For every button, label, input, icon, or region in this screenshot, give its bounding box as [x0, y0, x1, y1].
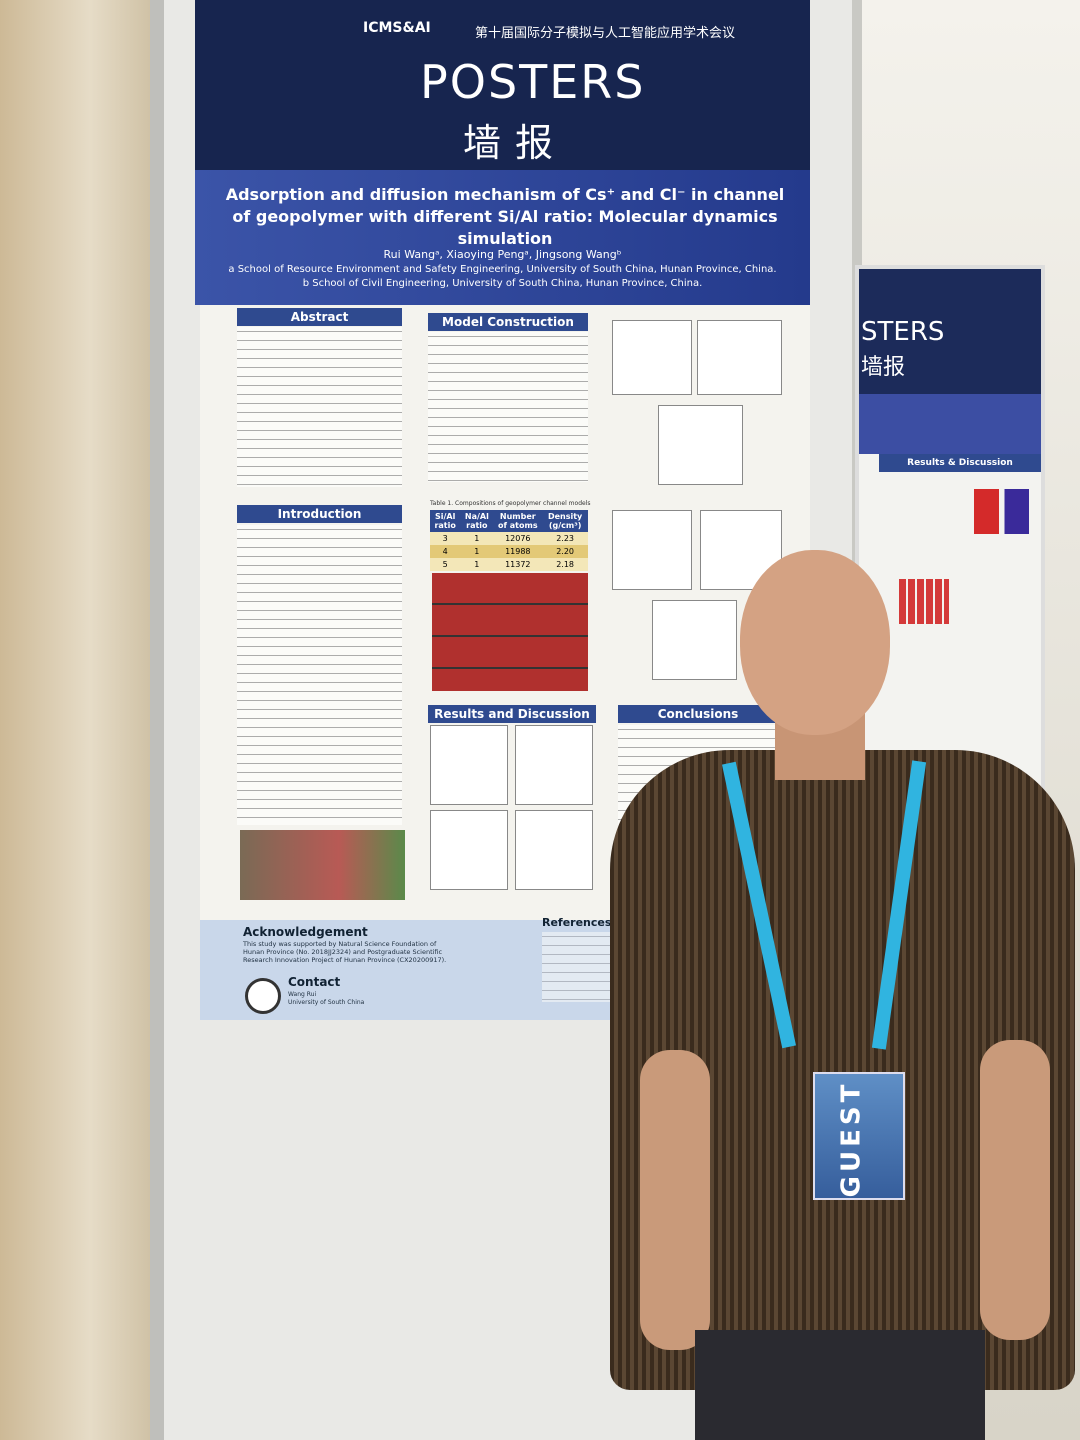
- banner: POSTERS: [420, 55, 646, 109]
- figure-snapshots: [432, 573, 588, 691]
- table-cell: 2.23: [542, 532, 588, 545]
- pants: [695, 1330, 985, 1440]
- table-cell: 11988: [493, 545, 543, 558]
- section-heading: Conclusions: [618, 705, 778, 723]
- side-bars: [899, 579, 949, 624]
- section-heading: References: [542, 916, 612, 929]
- figure: [658, 405, 743, 485]
- figure: [430, 810, 508, 890]
- table-cell: 2.20: [542, 545, 588, 558]
- section-heading: Model Construction: [428, 313, 588, 331]
- wall-left: [0, 0, 150, 1440]
- figure: [652, 600, 737, 680]
- table-body: 3 1 12076 2.23 4 1 11988 2.20 5 1 11372 2.18: [430, 532, 588, 571]
- side-bars: [974, 489, 1029, 534]
- table-wrap: Si/Al ratio Na/Al ratio Number of atoms Den…: [430, 510, 588, 571]
- table-cell: 2.18: [542, 558, 588, 571]
- logo: ICMS&AI: [363, 20, 431, 36]
- authors: Rui Wangᵃ, Xiaoying Pengᵃ, Jingsong Wang…: [383, 248, 622, 261]
- section-heading: Introduction: [237, 505, 402, 523]
- affiliation: b School of Civil Engineering, Universit…: [302, 278, 703, 289]
- poster-title: Adsorption and diffusion mechanism of Cs…: [225, 185, 785, 248]
- table: Si/Al ratio Na/Al ratio Number of atoms Den…: [430, 510, 588, 571]
- contact-line: Wang Rui: [288, 991, 317, 998]
- table-cell: 4: [430, 545, 461, 558]
- figure: [430, 725, 508, 805]
- figure: [612, 320, 692, 395]
- contact-line: University of South China: [288, 999, 365, 1006]
- side-header: [859, 269, 1041, 394]
- side-banner-cn: 墙报: [861, 355, 906, 380]
- table-cell: 11372: [493, 558, 543, 571]
- person: [600, 550, 1080, 1440]
- paragraph: [428, 332, 588, 482]
- table-row: 5 1 11372 2.18: [430, 558, 588, 571]
- head: [740, 550, 890, 735]
- paragraph: [237, 327, 402, 487]
- banner-cn: 墙报: [463, 121, 568, 165]
- section-heading: Results and Discussion: [428, 705, 596, 723]
- table-header-cell: Na/Al ratio: [460, 510, 494, 532]
- arm: [980, 1040, 1050, 1340]
- side-section: Results & Discussion: [879, 454, 1041, 472]
- table-cell: 3: [430, 532, 461, 545]
- arm: [640, 1050, 710, 1350]
- section-heading: Abstract: [237, 308, 402, 326]
- table-header-cell: Si/Al ratio: [430, 510, 461, 532]
- table-cell: 1: [460, 545, 494, 558]
- paragraph: [237, 525, 402, 825]
- table-header-cell: Number of atoms: [493, 510, 543, 532]
- figure: [515, 810, 593, 890]
- table-caption: Table 1. Compositions of geopolymer chan…: [430, 500, 591, 507]
- side-title-band: [859, 394, 1041, 454]
- affiliation: a School of Resource Environment and Saf…: [228, 264, 777, 275]
- title-band: Adsorption and diffusion mechanism of Cs…: [195, 170, 810, 305]
- table-cell: 1: [460, 532, 494, 545]
- figure-photo: [240, 830, 405, 900]
- badge-label: GUEST: [836, 1080, 867, 1198]
- table-header: Si/Al ratio Na/Al ratio Number of atoms Den…: [430, 510, 588, 532]
- side-banner: STERS: [861, 317, 945, 347]
- table-row: 3 1 12076 2.23: [430, 532, 588, 545]
- section-heading: Acknowledgement: [243, 925, 368, 939]
- figure: [697, 320, 782, 395]
- section-heading: Contact: [288, 975, 341, 989]
- table-cell: 1: [460, 558, 494, 571]
- acknowledgement: This study was supported by Natural Scie…: [243, 940, 447, 964]
- table-header-cell: Density (g/cm³): [542, 510, 588, 532]
- table-row: 4 1 11988 2.20: [430, 545, 588, 558]
- conference-name: 第十届国际分子模拟与人工智能应用学术会议: [475, 26, 736, 41]
- table-cell: 5: [430, 558, 461, 571]
- logo-badge: [245, 978, 281, 1014]
- table-cell: 12076: [493, 532, 543, 545]
- figure: [515, 725, 593, 805]
- figure: [612, 510, 692, 590]
- poster-header: ICMS&AI 第十届国际分子模拟与人工智能应用学术会议 POSTERS 墙报: [195, 0, 810, 200]
- badge: GUEST: [813, 1072, 905, 1200]
